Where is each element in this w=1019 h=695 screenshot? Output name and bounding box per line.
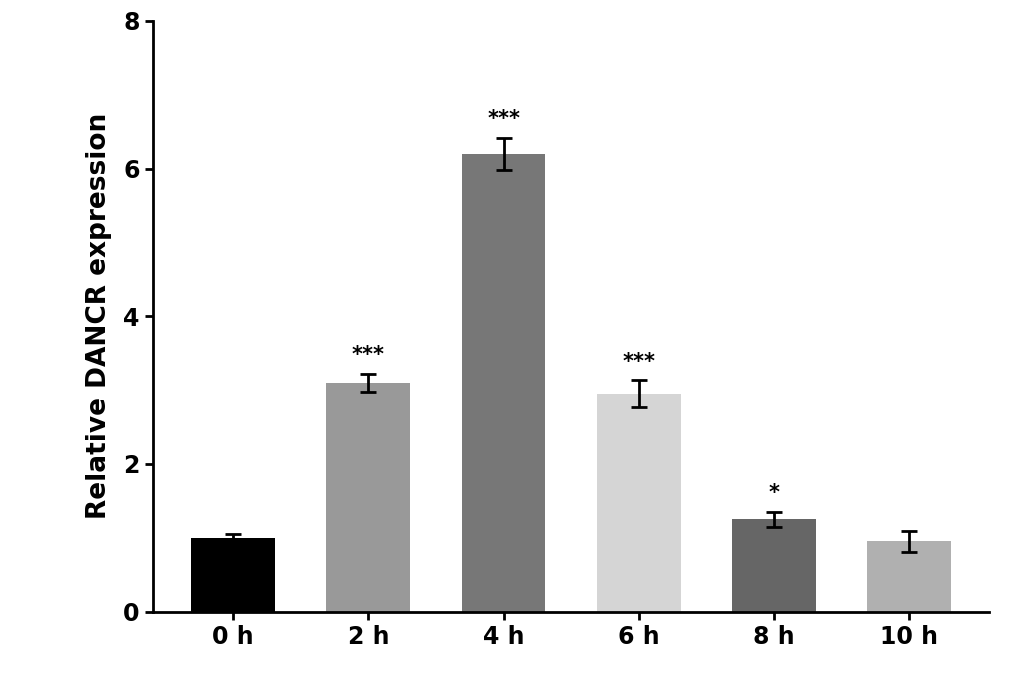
Text: ***: ***: [622, 352, 654, 372]
Bar: [326, 383, 410, 612]
Text: *: *: [768, 483, 779, 503]
Text: ***: ***: [352, 345, 384, 365]
Y-axis label: Relative DANCR expression: Relative DANCR expression: [87, 113, 112, 519]
Bar: [732, 519, 815, 612]
Bar: [596, 394, 680, 612]
Bar: [462, 154, 545, 612]
Bar: [866, 541, 951, 612]
Bar: [191, 538, 275, 612]
Text: ***: ***: [487, 108, 520, 129]
